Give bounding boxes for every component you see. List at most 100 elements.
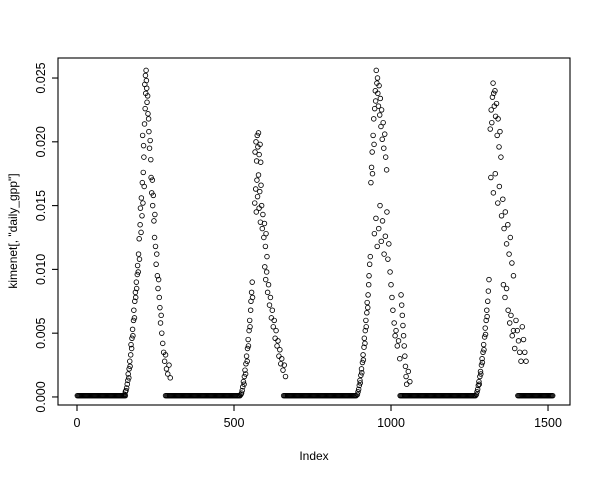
data-point: [127, 363, 133, 370]
data-point: [381, 251, 387, 257]
data-point: [277, 347, 283, 353]
data-point: [374, 243, 380, 250]
data-point: [141, 154, 147, 160]
data-point: [138, 195, 145, 201]
data-point: [141, 183, 147, 190]
data-point: [362, 327, 368, 334]
data-point: [254, 177, 260, 183]
data-point: [273, 327, 279, 334]
data-point: [264, 253, 270, 260]
data-point: [490, 190, 497, 196]
data-point: [381, 145, 387, 151]
data-point: [361, 344, 367, 350]
data-point: [490, 90, 497, 97]
y-tick-label: 0.010: [34, 254, 48, 285]
data-point: [473, 391, 480, 398]
data-point: [151, 234, 158, 241]
data-point: [278, 361, 284, 367]
data-point: [494, 132, 500, 139]
data-point: [401, 343, 407, 349]
data-point: [479, 355, 485, 362]
data-point: [275, 338, 281, 344]
data-point: [502, 209, 509, 215]
x-axis-title: Index: [299, 449, 329, 463]
data-point: [122, 391, 128, 398]
data-point: [514, 327, 520, 334]
data-point: [260, 211, 266, 218]
data-point: [257, 188, 263, 195]
x-tick-label: 500: [224, 416, 245, 430]
data-point: [137, 205, 144, 211]
data-point: [136, 236, 142, 242]
data-point: [506, 320, 513, 326]
data-point: [156, 294, 162, 301]
data-point: [262, 264, 268, 270]
data-point: [258, 182, 264, 188]
data-point: [375, 103, 382, 109]
data-point: [358, 372, 364, 379]
data-point: [145, 116, 152, 122]
data-point: [247, 307, 254, 313]
data-point: [154, 251, 160, 257]
data-point: [146, 145, 153, 151]
data-point: [481, 347, 487, 353]
data-point: [388, 281, 394, 288]
data-point: [394, 343, 401, 349]
data-point: [367, 253, 374, 260]
data-point: [153, 261, 159, 268]
data-point: [371, 141, 377, 148]
data-point: [123, 385, 130, 391]
data-point: [369, 149, 375, 155]
data-point: [126, 375, 132, 381]
data-point: [243, 353, 250, 359]
data-point: [498, 154, 504, 160]
data-point: [245, 343, 252, 349]
data-point: [474, 389, 480, 395]
data-point: [258, 202, 265, 209]
data-point: [354, 391, 361, 398]
data-point: [242, 371, 249, 377]
data-point: [510, 327, 517, 334]
data-point: [373, 67, 379, 74]
data-point: [393, 327, 399, 334]
data-point: [522, 349, 528, 356]
data-point: [368, 179, 374, 186]
y-tick-label: 0.020: [34, 126, 48, 157]
data-point: [158, 312, 164, 319]
data-point: [368, 164, 375, 171]
data-point: [242, 367, 248, 373]
data-point: [391, 320, 397, 326]
data-point: [496, 144, 502, 150]
data-point: [369, 170, 376, 177]
data-point: [163, 366, 170, 372]
data-point: [550, 392, 556, 399]
data-point: [243, 361, 249, 367]
data-point: [371, 230, 378, 237]
data-point: [403, 373, 409, 380]
data-point: [129, 335, 135, 342]
data-point: [362, 340, 368, 347]
data-point: [127, 352, 134, 358]
data-point: [513, 317, 519, 324]
data-point: [264, 289, 271, 296]
data-point: [379, 218, 386, 224]
data-point: [241, 381, 247, 387]
data-point: [146, 128, 152, 135]
data-point: [262, 276, 269, 283]
data-point: [374, 75, 381, 81]
data-point: [245, 336, 251, 343]
data-point: [366, 261, 373, 268]
data-point: [149, 177, 156, 183]
data-point: [130, 317, 137, 324]
data-point: [131, 307, 137, 313]
data-point: [378, 107, 385, 113]
y-tick-label: 0.005: [34, 317, 48, 348]
data-point: [365, 281, 372, 288]
data-point: [363, 324, 369, 330]
data-point: [384, 209, 390, 215]
data-point: [395, 338, 402, 344]
data-point: [150, 192, 157, 199]
data-point: [380, 119, 386, 126]
data-point: [262, 243, 269, 250]
